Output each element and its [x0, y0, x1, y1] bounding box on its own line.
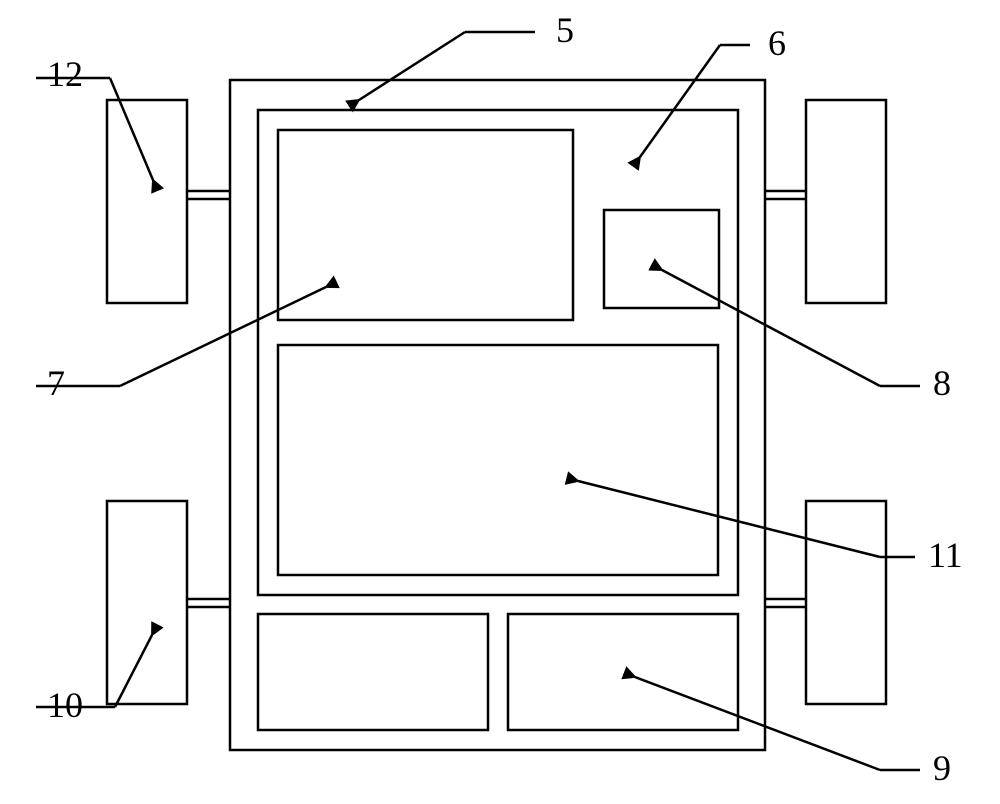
- shape-inner_top: [258, 110, 738, 595]
- label-5: 5: [556, 10, 574, 50]
- label-12: 12: [47, 54, 83, 94]
- label-7: 7: [47, 363, 65, 403]
- label-6: 6: [768, 23, 786, 63]
- shape-block_9_left: [258, 614, 488, 730]
- leader-10-seg1: [115, 635, 152, 707]
- technical-diagram: 5 6 12 7 8 10 11 9: [0, 0, 1000, 804]
- label-11: 11: [928, 535, 963, 575]
- shape-block_9_right: [508, 614, 738, 730]
- label-9: 9: [933, 748, 951, 788]
- label-10: 10: [47, 685, 83, 725]
- leader-9-seg1: [635, 677, 880, 770]
- shape-block_11: [278, 345, 718, 575]
- leader-11-seg1: [578, 481, 880, 557]
- shape-wheel_tl: [107, 100, 187, 303]
- leader-5-seg1: [359, 32, 465, 100]
- label-8: 8: [933, 363, 951, 403]
- shapes-layer: [107, 80, 886, 750]
- shape-outer_body: [230, 80, 765, 750]
- callouts-layer: [36, 32, 920, 770]
- leader-6-seg1: [640, 45, 720, 157]
- axles-layer: [187, 191, 806, 607]
- shape-block_7: [278, 130, 573, 320]
- leader-12-seg1: [110, 78, 153, 180]
- shape-wheel_tr: [806, 100, 886, 303]
- shape-block_8: [604, 210, 719, 308]
- shape-wheel_br: [806, 501, 886, 704]
- labels-layer: 5 6 12 7 8 10 11 9: [47, 10, 963, 788]
- leader-8-seg1: [662, 270, 880, 386]
- shape-wheel_bl: [107, 501, 187, 704]
